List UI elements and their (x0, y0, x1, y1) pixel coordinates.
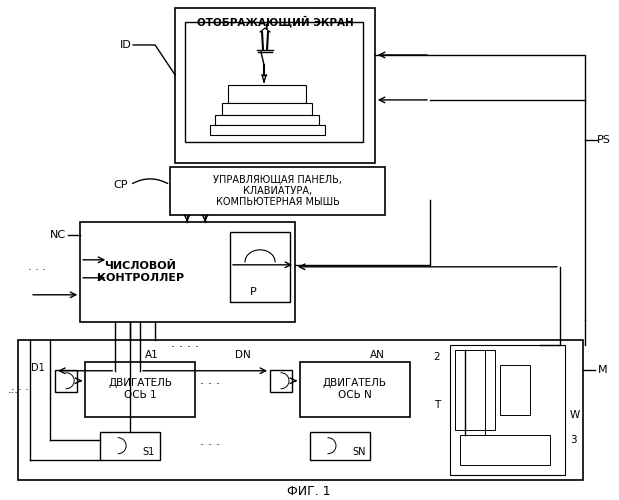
FancyBboxPatch shape (18, 340, 583, 479)
Text: · · ·: · · · (200, 439, 220, 452)
FancyBboxPatch shape (175, 8, 375, 163)
FancyBboxPatch shape (80, 222, 295, 322)
Text: W: W (570, 410, 580, 420)
Text: ID: ID (120, 40, 132, 50)
FancyBboxPatch shape (450, 345, 565, 474)
Text: i: i (264, 22, 268, 32)
FancyBboxPatch shape (270, 370, 292, 392)
Text: 3: 3 (570, 434, 576, 444)
FancyBboxPatch shape (85, 362, 195, 416)
FancyBboxPatch shape (222, 103, 312, 115)
Text: · · · ·: · · · · (171, 342, 199, 354)
Text: A1: A1 (145, 350, 159, 360)
Text: · · ·: · · · (200, 378, 220, 391)
FancyBboxPatch shape (455, 350, 495, 430)
Text: M: M (598, 364, 607, 374)
Text: CP: CP (113, 180, 128, 190)
Text: AN: AN (370, 350, 385, 360)
Text: T: T (434, 400, 440, 409)
FancyBboxPatch shape (100, 432, 160, 460)
Text: ФИГ. 1: ФИГ. 1 (287, 485, 331, 498)
Text: D1: D1 (32, 362, 45, 372)
FancyBboxPatch shape (300, 362, 410, 416)
Text: ЧИСЛОВОЙ
КОНТРОЛЛЕР: ЧИСЛОВОЙ КОНТРОЛЛЕР (97, 261, 184, 282)
FancyBboxPatch shape (460, 434, 550, 464)
Text: ...: ... (8, 384, 19, 394)
FancyBboxPatch shape (310, 432, 370, 460)
Text: NC: NC (50, 230, 66, 240)
FancyBboxPatch shape (170, 167, 385, 215)
Text: PS: PS (597, 135, 611, 145)
Text: · · ·: · · · (11, 384, 29, 394)
FancyBboxPatch shape (185, 22, 363, 142)
Text: ДВИГАТЕЛЬ
ОСЬ N: ДВИГАТЕЛЬ ОСЬ N (323, 378, 387, 400)
Text: S1: S1 (142, 446, 154, 456)
Text: ОТОБРАЖАЮЩИЙ ЭКРАН: ОТОБРАЖАЮЩИЙ ЭКРАН (197, 16, 353, 28)
FancyBboxPatch shape (55, 370, 77, 392)
Text: 2: 2 (433, 352, 440, 362)
Text: DN: DN (235, 350, 251, 360)
FancyBboxPatch shape (228, 85, 306, 103)
Text: УПРАВЛЯЮЩАЯ ПАНЕЛЬ,
КЛАВИАТУРА,
КОМПЬЮТЕРНАЯ МЫШЬ: УПРАВЛЯЮЩАЯ ПАНЕЛЬ, КЛАВИАТУРА, КОМПЬЮТЕ… (213, 174, 342, 208)
Text: · · ·: · · · (28, 265, 46, 275)
Text: ДВИГАТЕЛЬ
ОСЬ 1: ДВИГАТЕЛЬ ОСЬ 1 (108, 378, 172, 400)
FancyBboxPatch shape (210, 125, 325, 135)
FancyBboxPatch shape (215, 115, 319, 125)
Text: P: P (250, 287, 257, 297)
FancyBboxPatch shape (500, 365, 530, 414)
FancyBboxPatch shape (230, 232, 290, 302)
Text: SN: SN (352, 446, 365, 456)
